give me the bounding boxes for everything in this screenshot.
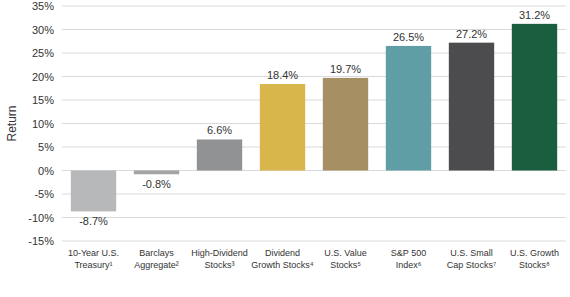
bar	[71, 171, 116, 212]
tick-label: -15%	[28, 235, 54, 247]
category-label: High-DividendStocks³	[191, 248, 248, 270]
category-label: U.S. GrowthStocks⁸	[510, 248, 559, 270]
category-label: 10-Year U.S.Treasury¹	[68, 248, 119, 270]
grid-line	[62, 29, 566, 30]
tick-label: 15%	[32, 94, 54, 106]
data-label: 26.5%	[393, 31, 424, 43]
data-label: 18.4%	[267, 69, 298, 81]
tick-label: 0%	[38, 165, 54, 177]
tick-label: 25%	[32, 47, 54, 59]
tick-label: 20%	[32, 71, 54, 83]
data-label: -0.8%	[142, 178, 171, 190]
category-label: DividendGrowth Stocks⁴	[251, 248, 314, 270]
grid-line	[62, 194, 566, 195]
bar	[512, 24, 557, 171]
bar	[260, 84, 305, 170]
tick-label: 10%	[32, 118, 54, 130]
data-label: 19.7%	[330, 63, 361, 75]
data-label: 27.2%	[456, 28, 487, 40]
grid-line	[62, 217, 566, 218]
bar	[323, 78, 368, 171]
tick-label: -5%	[34, 188, 54, 200]
tick-label: -10%	[28, 212, 54, 224]
grid-line	[62, 241, 566, 242]
bars	[71, 24, 557, 212]
bar	[197, 139, 242, 170]
category-label: S&P 500Index⁶	[391, 248, 426, 270]
tick-label: 35%	[32, 0, 54, 12]
data-label: 6.6%	[207, 124, 232, 136]
category-label: U.S. ValueStocks⁵	[324, 248, 366, 270]
bar	[134, 171, 179, 175]
category-label: U.S. SmallCap Stocks⁷	[447, 248, 496, 270]
chart: -15% -10% -5% 0% 5% 10% 15% 20% 25% 30% 35% Return -…	[0, 0, 570, 297]
tick-label: 5%	[38, 141, 54, 153]
grid	[62, 6, 566, 241]
tick-label: 30%	[32, 24, 54, 36]
bar	[449, 43, 494, 171]
bar	[386, 46, 431, 171]
y-axis-label: Return	[5, 105, 19, 141]
category-label: BarclaysAggregate²	[134, 248, 179, 270]
data-label: -8.7%	[79, 215, 108, 227]
grid-line	[62, 6, 566, 7]
data-label: 31.2%	[519, 9, 550, 21]
